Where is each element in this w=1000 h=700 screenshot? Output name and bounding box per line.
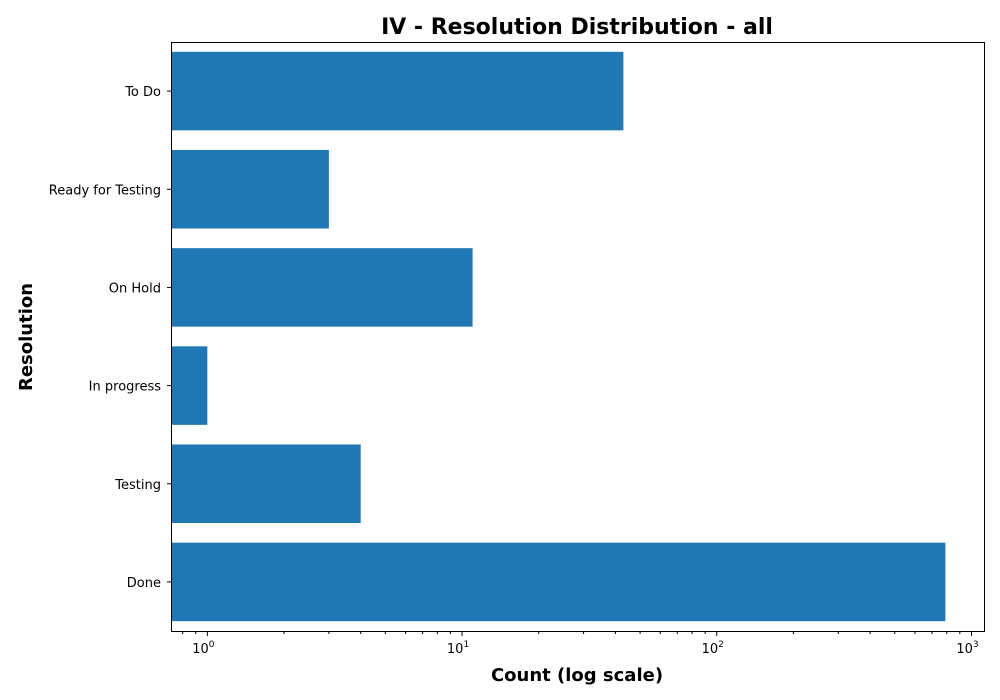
- bar-to-do: [171, 51, 624, 131]
- y-tick-label: Done: [127, 576, 161, 591]
- bar-on-hold: [171, 248, 473, 327]
- bars-layer: [171, 51, 946, 622]
- y-tick-label: To Do: [124, 85, 161, 100]
- bar-in-progress: [171, 346, 208, 425]
- plot-frame: [171, 42, 985, 632]
- bar-done: [171, 542, 946, 622]
- x-axis-ticks: 100 101 102 103: [182, 631, 979, 657]
- bar-ready-for-testing: [171, 149, 329, 229]
- y-tick-label: On Hold: [109, 281, 161, 296]
- y-tick-label: In progress: [89, 380, 162, 395]
- y-axis-ticks: To Do Ready for Testing On Hold In progress…: [49, 85, 171, 591]
- y-tick-label: Testing: [114, 478, 161, 493]
- y-axis-label: Resolution: [16, 283, 37, 391]
- x-axis-label: Count (log scale): [491, 665, 663, 686]
- y-tick-label: Ready for Testing: [49, 183, 161, 198]
- bar-testing: [171, 444, 361, 524]
- chart-title: IV - Resolution Distribution - all: [381, 15, 773, 40]
